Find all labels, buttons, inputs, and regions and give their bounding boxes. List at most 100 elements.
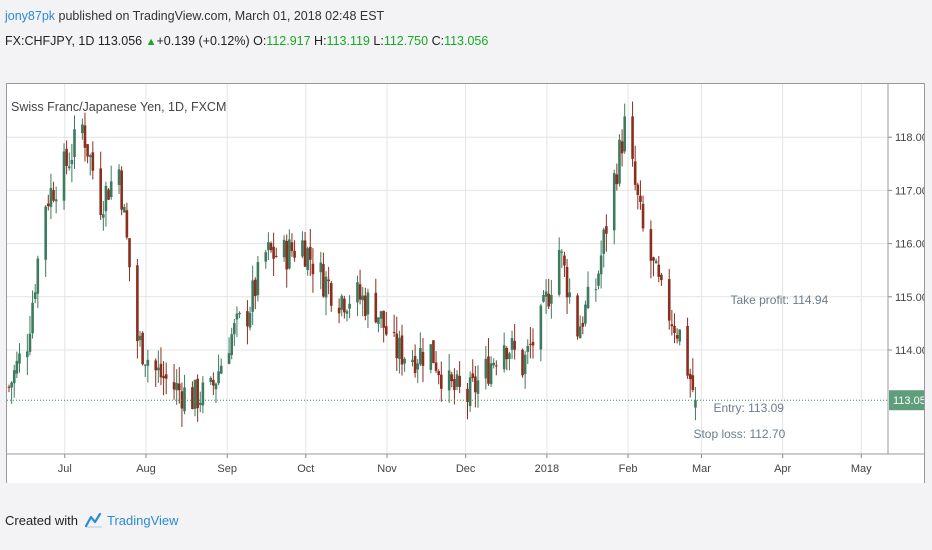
candle-body [159, 363, 163, 378]
candle-body [340, 295, 344, 310]
candle-body [47, 203, 50, 207]
candle-body [413, 355, 417, 374]
candle-body [505, 348, 509, 360]
candle-body [12, 370, 16, 384]
open-value: 112.917 [266, 34, 311, 48]
candle-body [468, 377, 472, 407]
y-tick-label: 114.000 [895, 345, 924, 357]
candle-body [15, 360, 19, 374]
x-tick-label: Feb [619, 463, 638, 475]
x-tick-label: Mar [692, 463, 711, 475]
candle-body [510, 338, 514, 350]
candle-body [293, 250, 296, 258]
chart-title: Swiss Franc/Japanese Yen, 1D, FXCM [11, 100, 226, 114]
candle-body [327, 279, 330, 282]
candle-body [104, 185, 108, 212]
candle-body [374, 292, 378, 323]
candle-body [649, 229, 653, 261]
candle-body [175, 383, 178, 391]
candle-body [654, 260, 658, 264]
author-link[interactable]: jony87pk [5, 9, 56, 23]
candle-body [109, 181, 113, 198]
candle-body [508, 353, 511, 360]
candle-body [83, 125, 87, 148]
candle-body [660, 274, 663, 281]
close-value: 113.056 [444, 34, 489, 48]
candle-body [447, 370, 451, 391]
candle-body [602, 229, 606, 254]
candle-body [639, 195, 642, 202]
candle-body [476, 380, 480, 394]
publish-header: jony87pk published on TradingView.com, M… [5, 9, 384, 23]
chart-frame[interactable]: 114.000 115.000 116.000 117.000 118.000 Jul Au… [6, 83, 925, 483]
candle-body [361, 295, 364, 301]
symbol-text: FX:CHFJPY, 1D 113.056 [5, 34, 143, 48]
candle-body [269, 243, 273, 251]
candle-body [688, 373, 692, 380]
candle-body [164, 374, 168, 379]
x-tick-label: Nov [377, 463, 397, 475]
candle-body [62, 151, 66, 201]
current-price-badge [889, 390, 924, 411]
candle-body [694, 400, 697, 408]
close-label: C: [431, 34, 445, 48]
candle-body [120, 170, 123, 210]
candle-body [141, 332, 144, 365]
candle-body [136, 265, 139, 342]
candle-body [219, 365, 223, 374]
candle-body [172, 382, 176, 390]
candle-body [453, 379, 456, 391]
candle-body [230, 334, 233, 356]
candle-body [107, 189, 110, 200]
candle-body [290, 242, 294, 252]
candle-body [686, 325, 689, 376]
candle-body [416, 363, 420, 370]
candle-body [403, 358, 406, 364]
candle-body [547, 293, 551, 307]
candle-body [157, 367, 160, 371]
candle-body [31, 302, 34, 334]
candle-body [539, 305, 543, 350]
candle-body [633, 161, 637, 185]
open-label: O: [253, 34, 267, 48]
tradingview-brand[interactable]: TradingView [106, 512, 179, 528]
x-tick-label: Jul [58, 463, 72, 475]
candle-body [26, 351, 29, 358]
candle-body [253, 279, 257, 297]
candle-body [576, 295, 579, 337]
candle-body [162, 375, 165, 379]
candle-body [99, 168, 102, 216]
candle-body [88, 155, 92, 157]
candle-body [631, 116, 634, 159]
candle-body [125, 210, 129, 238]
candle-body [191, 387, 194, 410]
x-tick-label: 2018 [535, 463, 559, 475]
candle-body [419, 348, 422, 365]
candle-body [584, 304, 587, 324]
candle-body [568, 292, 571, 298]
candle-body [586, 286, 590, 308]
candle-body [52, 190, 55, 201]
candle-body [33, 292, 37, 299]
candle-body [492, 362, 495, 366]
tradingview-logo-icon[interactable] [84, 512, 103, 528]
candle-body [319, 262, 323, 273]
candle-body [487, 356, 490, 384]
candle-body [288, 239, 291, 269]
candle-body [364, 295, 367, 316]
candle-body [612, 173, 616, 231]
current-price-label: 113.056 [893, 395, 924, 407]
y-tick-label: 118.000 [895, 132, 924, 144]
candle-body [542, 294, 545, 302]
price-chart[interactable]: 114.000 115.000 116.000 117.000 118.000 Jul Au… [7, 84, 924, 483]
candle-body [356, 282, 359, 303]
candle-body [251, 280, 254, 312]
candle-body [324, 276, 328, 298]
candle-body [322, 264, 325, 297]
candle-body [7, 386, 11, 388]
candle-body [440, 374, 443, 389]
candle-body [434, 362, 438, 371]
y-tick-label: 117.000 [895, 185, 924, 197]
trade-annotation: Entry: 113.09 [713, 401, 784, 415]
candle-body [615, 174, 619, 185]
